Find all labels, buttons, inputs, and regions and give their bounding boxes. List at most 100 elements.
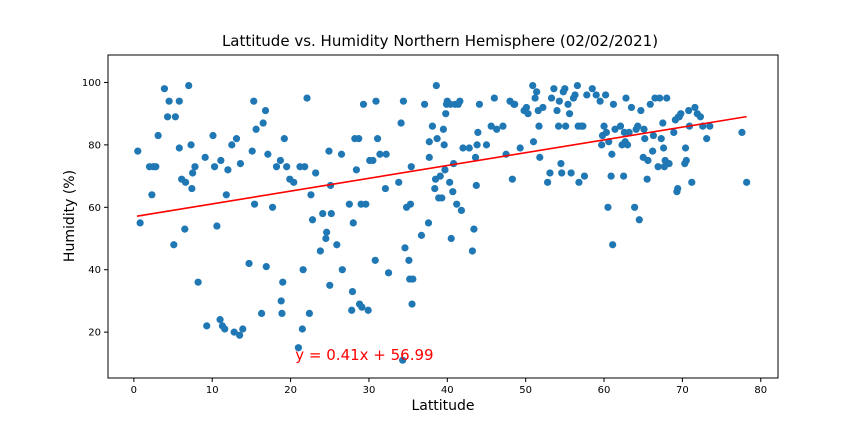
data-point <box>216 316 224 324</box>
data-point <box>252 125 260 133</box>
data-point <box>283 163 291 171</box>
data-point <box>171 113 179 121</box>
data-point <box>409 275 417 283</box>
x-tick-label: 80 <box>754 385 767 396</box>
x-axis-ticks: 0 10 20 30 40 50 60 70 80 <box>131 378 767 396</box>
data-point <box>656 94 664 102</box>
data-point <box>245 259 253 268</box>
data-point <box>441 166 449 174</box>
data-point <box>369 156 377 165</box>
data-point <box>564 100 572 108</box>
data-point <box>432 81 440 90</box>
data-point <box>446 178 454 186</box>
data-point <box>524 110 532 118</box>
data-point <box>625 128 633 136</box>
data-point <box>602 91 610 99</box>
data-point <box>588 85 596 93</box>
data-point <box>643 175 651 183</box>
data-point <box>239 325 247 333</box>
data-point <box>637 106 645 115</box>
y-axis-label: Humidity (%) <box>62 170 78 262</box>
data-point <box>262 262 270 271</box>
data-point <box>425 138 433 146</box>
data-point <box>442 110 450 118</box>
data-point <box>276 156 284 165</box>
data-point <box>327 209 335 218</box>
data-point <box>294 344 303 352</box>
data-point <box>623 141 632 149</box>
data-point <box>170 241 178 249</box>
data-point <box>670 128 678 136</box>
data-point <box>561 85 569 93</box>
data-point <box>535 122 543 130</box>
x-tick-label: 0 <box>131 385 137 396</box>
data-point <box>457 206 466 215</box>
data-point <box>323 228 331 236</box>
data-point <box>499 122 507 130</box>
data-point <box>322 234 330 243</box>
data-point <box>338 266 346 274</box>
data-point <box>604 203 612 211</box>
data-point <box>447 234 455 243</box>
data-point <box>649 147 657 155</box>
data-point <box>203 322 211 330</box>
data-point <box>743 178 751 186</box>
data-point <box>536 153 544 161</box>
data-point <box>307 191 315 199</box>
data-point <box>449 188 457 196</box>
data-point <box>646 100 654 108</box>
data-point <box>565 110 574 118</box>
data-points <box>134 81 751 364</box>
data-point <box>299 266 307 274</box>
data-point <box>424 219 433 227</box>
data-point <box>580 172 589 180</box>
x-tick-label: 30 <box>363 385 376 396</box>
data-point <box>228 141 236 149</box>
data-point <box>298 325 306 333</box>
data-point <box>308 216 317 224</box>
x-tick-label: 60 <box>598 385 611 396</box>
plot-frame <box>107 54 779 379</box>
x-tick-label: 20 <box>284 385 297 396</box>
data-point <box>529 138 538 146</box>
data-point <box>401 244 409 252</box>
data-point <box>316 247 324 255</box>
data-point <box>641 135 649 143</box>
data-point <box>175 97 183 105</box>
data-point <box>608 150 616 158</box>
data-point <box>376 150 384 158</box>
data-point <box>188 184 196 193</box>
data-point <box>355 135 363 143</box>
data-point <box>663 94 671 102</box>
data-point <box>611 125 619 133</box>
regression-line <box>136 115 747 217</box>
data-point <box>640 125 648 133</box>
data-point <box>405 256 413 264</box>
data-point <box>579 122 587 130</box>
data-point <box>305 309 313 317</box>
chart-title: Lattitude vs. Humidity Northern Hemisphe… <box>222 32 658 50</box>
data-point <box>163 113 172 121</box>
data-point <box>264 150 272 158</box>
data-point <box>674 184 682 193</box>
data-point <box>493 125 501 133</box>
regression-layer <box>136 115 747 217</box>
data-point <box>232 135 241 143</box>
data-point <box>475 100 484 108</box>
regression-equation: y = 0.41x + 56.99 <box>295 346 433 364</box>
data-point <box>622 94 630 102</box>
data-point <box>431 184 439 193</box>
data-point <box>607 172 615 180</box>
data-point <box>471 153 480 161</box>
data-point <box>657 135 665 143</box>
data-point <box>562 122 570 130</box>
data-point <box>248 147 256 155</box>
data-point <box>468 247 476 255</box>
data-point <box>209 131 217 140</box>
data-point <box>348 287 357 296</box>
data-point <box>250 200 259 208</box>
data-point <box>557 160 565 168</box>
y-tick-label: 40 <box>88 265 101 276</box>
data-point <box>682 156 690 165</box>
